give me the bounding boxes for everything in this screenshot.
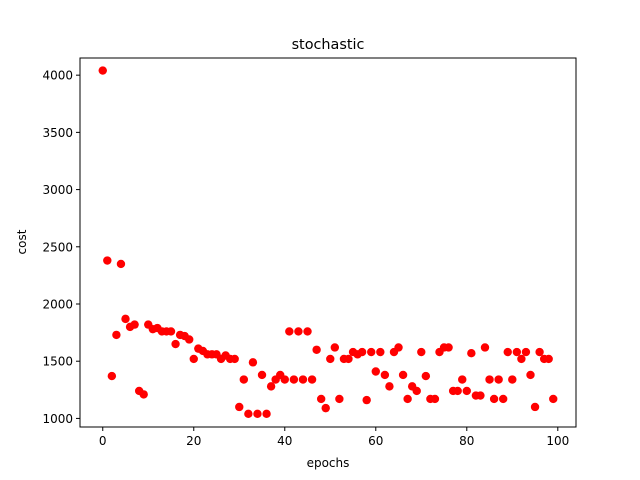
- data-point: [248, 358, 258, 367]
- data-point: [417, 347, 426, 357]
- y-tick-label: 1500: [42, 355, 73, 369]
- data-point: [517, 354, 526, 364]
- data-point: [285, 327, 294, 336]
- data-point: [230, 354, 239, 364]
- y-tick-label: 2500: [42, 240, 73, 254]
- data-point: [289, 375, 299, 384]
- data-point: [121, 314, 130, 324]
- data-point: [421, 371, 431, 381]
- data-point: [171, 339, 180, 349]
- plot-frame: [79, 57, 577, 428]
- data-point: [344, 354, 353, 364]
- data-point: [112, 330, 121, 340]
- data-point: [298, 375, 308, 384]
- x-tick-label: 80: [459, 434, 474, 448]
- data-point: [253, 409, 262, 419]
- data-point: [535, 347, 544, 357]
- x-tick-label: 100: [546, 434, 569, 448]
- data-point: [512, 347, 522, 357]
- data-point: [549, 394, 558, 404]
- data-point: [303, 327, 312, 336]
- data-point: [403, 394, 412, 404]
- data-point: [489, 394, 499, 404]
- data-point: [280, 375, 289, 384]
- data-point: [262, 409, 271, 419]
- data-point: [307, 375, 317, 384]
- data-point: [462, 386, 471, 396]
- data-point: [189, 354, 198, 364]
- data-point: [521, 347, 531, 357]
- data-point: [476, 391, 485, 400]
- data-point: [357, 347, 367, 357]
- data-point: [312, 345, 321, 354]
- data-point: [485, 375, 494, 384]
- y-axis-ticks: 1000 1500 2000 2500 3000 3500 4000: [42, 69, 80, 426]
- x-axis-label: epochs: [307, 456, 350, 470]
- data-point: [107, 371, 117, 381]
- data-point: [371, 367, 380, 376]
- chart-title: stochastic: [292, 37, 365, 53]
- data-point: [139, 390, 148, 399]
- data-points: [98, 66, 558, 419]
- data-point: [376, 347, 385, 357]
- data-point: [444, 343, 453, 352]
- data-point: [330, 343, 340, 352]
- data-point: [380, 370, 390, 380]
- data-point: [326, 354, 335, 364]
- data-point: [394, 343, 403, 352]
- data-point: [398, 370, 408, 380]
- data-point: [480, 343, 490, 352]
- y-tick-label: 2000: [42, 298, 73, 312]
- data-point: [526, 370, 535, 380]
- data-point: [544, 354, 553, 364]
- x-tick-label: 0: [99, 434, 107, 448]
- data-point: [103, 256, 112, 265]
- data-point: [316, 394, 326, 404]
- data-point: [412, 386, 421, 396]
- x-tick-label: 60: [368, 434, 383, 448]
- data-point: [239, 375, 249, 384]
- data-point: [494, 375, 503, 384]
- data-point: [98, 66, 107, 75]
- x-tick-label: 20: [186, 434, 201, 448]
- data-point: [508, 375, 517, 384]
- data-point: [335, 394, 344, 404]
- data-point: [185, 335, 194, 344]
- y-tick-label: 1000: [42, 412, 73, 426]
- data-point: [244, 409, 253, 419]
- y-tick-label: 3000: [42, 183, 73, 197]
- data-point: [130, 320, 139, 329]
- data-point: [367, 347, 376, 357]
- data-point: [235, 402, 244, 412]
- data-point: [116, 259, 126, 269]
- data-point: [362, 395, 371, 405]
- y-tick-label: 3500: [42, 126, 73, 140]
- data-point: [458, 375, 467, 384]
- y-tick-label: 4000: [42, 69, 73, 83]
- data-point: [385, 382, 394, 391]
- data-point: [266, 382, 276, 391]
- data-point: [321, 403, 330, 413]
- data-point: [530, 402, 540, 412]
- data-point: [467, 349, 476, 358]
- y-axis-label: cost: [15, 229, 29, 254]
- data-point: [430, 394, 440, 404]
- x-axis-ticks: 0 20 40 60 80 100: [99, 427, 569, 448]
- data-point: [294, 327, 303, 336]
- data-point: [257, 370, 267, 380]
- x-tick-label: 40: [277, 434, 292, 448]
- data-point: [166, 327, 176, 336]
- data-point: [453, 386, 462, 396]
- data-point: [498, 394, 508, 404]
- data-point: [503, 347, 512, 357]
